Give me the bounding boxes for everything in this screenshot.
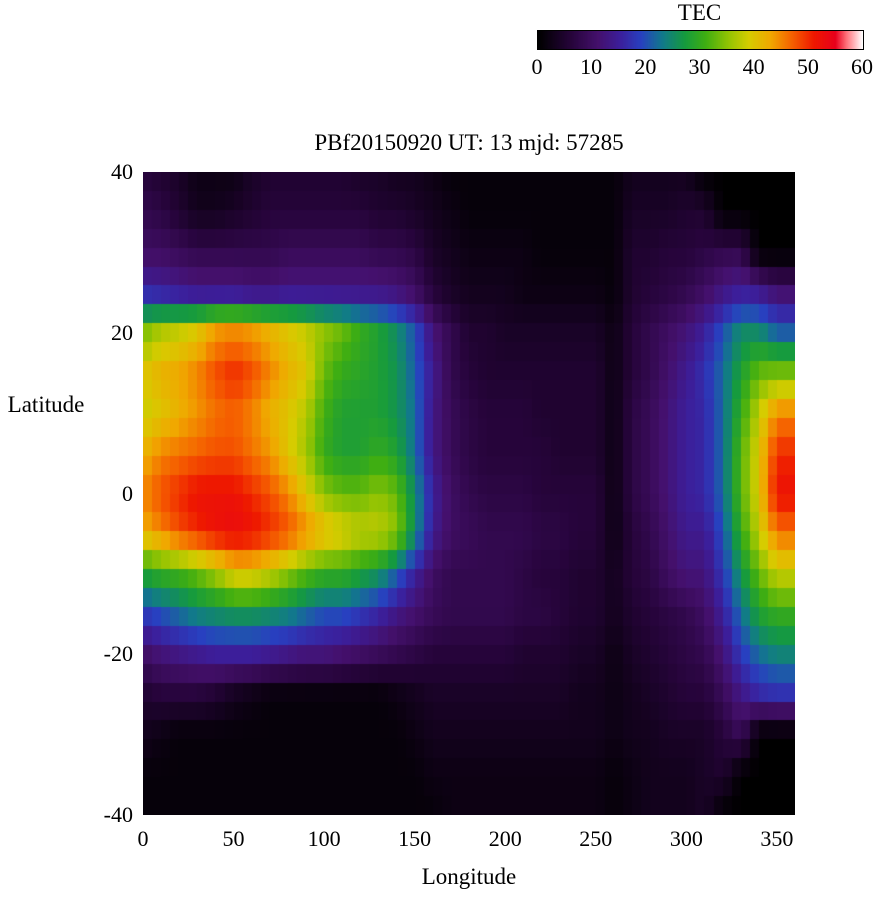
x-tick-label: 250 xyxy=(579,826,613,851)
y-tick-label: 20 xyxy=(111,319,133,345)
colorbar-tick-label: 40 xyxy=(742,54,765,79)
colorbar-tick-label: 10 xyxy=(580,54,603,79)
colorbar-tick-label: 30 xyxy=(688,54,711,79)
heatmap-canvas xyxy=(143,172,795,815)
y-tick-label: -40 xyxy=(103,802,133,827)
x-tick-label: 350 xyxy=(760,826,794,851)
colorbar-gradient xyxy=(538,31,863,49)
y-tick-label: 0 xyxy=(122,480,133,506)
y-tick-label: 40 xyxy=(111,159,133,184)
x-axis-label: Longitude xyxy=(421,864,517,889)
colorbar-tick-label: 20 xyxy=(634,54,657,79)
y-axis-label: Latitude xyxy=(7,392,85,417)
x-tick-label: 200 xyxy=(488,826,522,851)
y-tick-label: -20 xyxy=(103,641,133,667)
x-tick-label: 50 xyxy=(222,826,245,851)
plot-title: PBf20150920 UT: 13 mjd: 57285 xyxy=(314,130,624,155)
x-tick-label: 150 xyxy=(398,826,432,851)
colorbar-tick-label: 60 xyxy=(851,54,873,79)
colorbar xyxy=(537,30,864,50)
colorbar-tick-label: 0 xyxy=(531,54,543,79)
colorbar-title: TEC xyxy=(677,0,722,25)
x-tick-label: 100 xyxy=(307,826,341,851)
colorbar-tick-label: 50 xyxy=(796,54,819,79)
x-tick-label: 300 xyxy=(669,826,703,851)
x-tick-label: 0 xyxy=(137,826,149,851)
